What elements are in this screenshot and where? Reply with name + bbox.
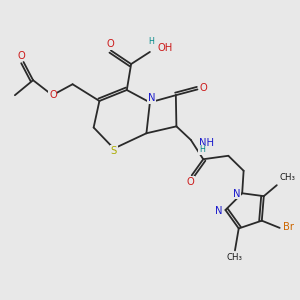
Text: O: O	[49, 90, 57, 100]
Text: CH₃: CH₃	[280, 173, 296, 182]
Text: O: O	[17, 51, 25, 61]
Text: H: H	[148, 37, 154, 46]
Text: O: O	[200, 83, 208, 93]
Text: O: O	[186, 177, 194, 187]
Text: N: N	[148, 93, 155, 103]
Text: Br: Br	[283, 222, 294, 232]
Text: N: N	[233, 189, 241, 199]
Text: S: S	[111, 146, 117, 156]
Text: OH: OH	[158, 44, 173, 53]
Text: N: N	[215, 206, 223, 216]
Text: H: H	[199, 146, 205, 154]
Text: NH: NH	[199, 138, 214, 148]
Text: O: O	[106, 39, 114, 49]
Text: CH₃: CH₃	[227, 253, 243, 262]
